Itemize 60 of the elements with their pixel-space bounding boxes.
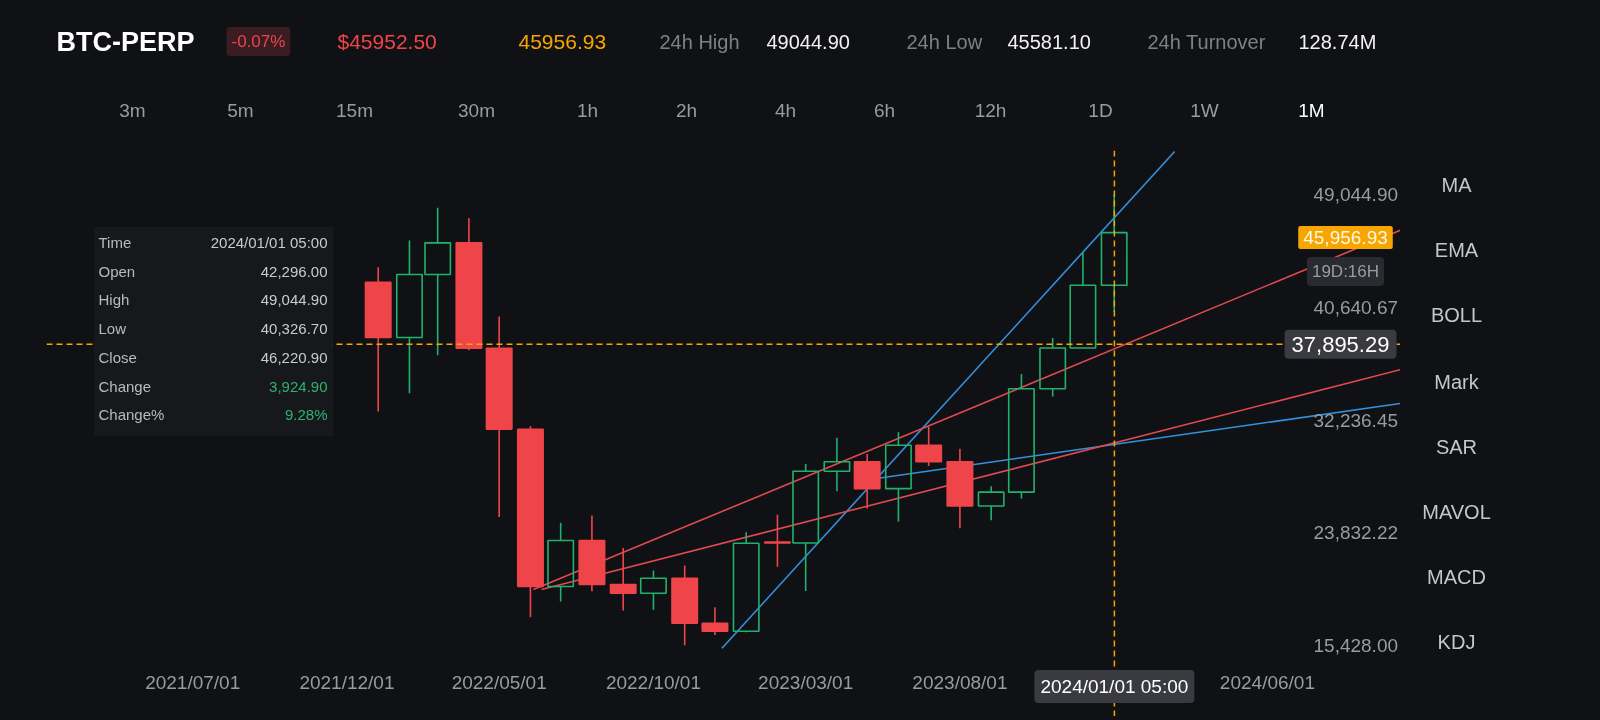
text: 1h xyxy=(576,100,599,121)
x-tick-label: 2022/05/01 xyxy=(451,671,547,693)
text: 30m xyxy=(458,100,495,121)
text: 24h Low xyxy=(906,30,983,53)
text: 24h High xyxy=(659,30,740,53)
y-tick-label: 23,832.22 xyxy=(1313,522,1399,544)
text: 3m xyxy=(119,100,146,121)
annotation: High xyxy=(98,291,130,308)
annotation: 40,326.70 xyxy=(260,319,328,337)
text: 2h xyxy=(675,100,698,121)
ref-line-label: 37,895.29 xyxy=(1291,331,1390,357)
x-tick-label: 2021/12/01 xyxy=(299,671,395,693)
text: BOLL xyxy=(1430,303,1483,326)
text: MA xyxy=(1441,173,1473,196)
text: 4h xyxy=(774,100,797,121)
text: 6h xyxy=(873,100,896,121)
text: 1M xyxy=(1298,100,1325,121)
annotation: 2024/01/01 05:00 xyxy=(210,234,328,251)
annotation: Open xyxy=(98,263,136,280)
text: 49044.90 xyxy=(766,30,850,53)
annotation: 46,220.90 xyxy=(260,348,328,366)
annotation: 19D:16H xyxy=(1311,262,1380,281)
text: 128.74M xyxy=(1298,30,1377,53)
annotation: Change% xyxy=(98,406,165,423)
text: MAVOL xyxy=(1422,500,1491,523)
annotation: Low xyxy=(98,320,127,337)
text: 24h Turnover xyxy=(1147,30,1266,53)
x-tick-label: 2024/06/01 xyxy=(1219,671,1315,693)
x-tick-label: 2023/03/01 xyxy=(758,671,854,693)
annotation: Time xyxy=(98,234,132,251)
y-tick-label: 32,236.45 xyxy=(1313,409,1399,431)
text: -0.07% xyxy=(231,32,286,51)
text: Mark xyxy=(1434,370,1480,393)
text: SAR xyxy=(1435,435,1478,458)
x-tick-label: 2022/10/01 xyxy=(605,671,701,693)
annotation: Close xyxy=(98,349,137,366)
x-tick-label: 2023/08/01 xyxy=(912,671,1008,693)
text: 1D xyxy=(1088,100,1113,121)
y-tick-label: 49,044.90 xyxy=(1313,184,1399,206)
text: KDJ xyxy=(1437,630,1476,653)
text: $45952.50 xyxy=(337,30,437,53)
text: 1W xyxy=(1190,100,1219,121)
text: 12h xyxy=(974,100,1007,121)
annotation: 9.28% xyxy=(284,406,328,423)
annotation: 3,924.90 xyxy=(269,377,328,395)
text: 45956.93 xyxy=(518,29,607,53)
chart-title: BTC-PERP xyxy=(56,26,195,57)
ref-line-label: 2024/01/01 05:00 xyxy=(1040,676,1189,697)
text: 5m xyxy=(227,100,254,121)
annotation: 49,044.90 xyxy=(260,290,328,308)
text: 45581.10 xyxy=(1007,30,1091,53)
annotation: 42,296.00 xyxy=(260,262,328,280)
text: MACD xyxy=(1427,565,1486,588)
text: 15m xyxy=(336,100,373,121)
annotation: 45,956.93 xyxy=(1303,227,1388,248)
x-tick-label: 2021/07/01 xyxy=(145,671,241,693)
y-tick-label: 40,640.67 xyxy=(1313,296,1399,318)
y-tick-label: 15,428.00 xyxy=(1313,634,1399,656)
annotation: Change xyxy=(98,378,152,395)
text: EMA xyxy=(1434,238,1479,261)
